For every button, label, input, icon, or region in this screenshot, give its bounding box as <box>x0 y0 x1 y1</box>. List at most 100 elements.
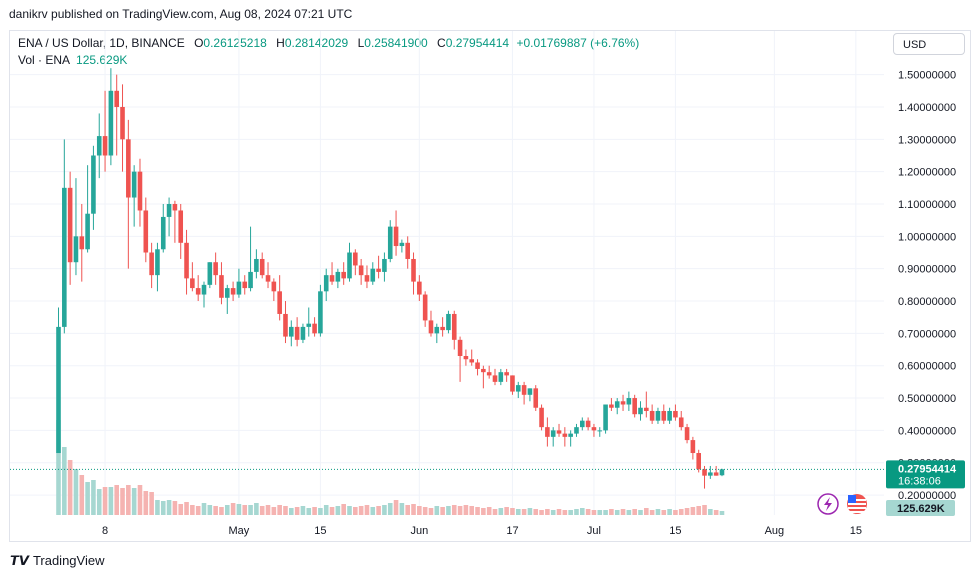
candle-body <box>580 420 585 428</box>
candle-body <box>667 410 672 421</box>
candle-body <box>387 226 393 259</box>
candle-body <box>638 407 643 415</box>
candle-body <box>609 404 614 408</box>
candle-body <box>702 469 707 476</box>
candle-body <box>673 410 678 418</box>
currency-button[interactable]: USD <box>893 33 965 55</box>
candle-body <box>527 388 533 395</box>
candle-body <box>562 433 568 437</box>
volume-bar <box>678 509 684 515</box>
candle-body <box>254 258 259 272</box>
volume-bar <box>283 506 288 515</box>
volume-bar <box>574 509 579 515</box>
time-axis: 8 May 15 Jun 17 Jul 15 Aug 15 <box>102 525 862 537</box>
volume-value: 125.629K <box>76 53 128 67</box>
tradingview-logo[interactable]: 𝙏𝙑 TradingView <box>10 553 104 569</box>
candle-body <box>143 210 149 253</box>
candle-body <box>149 252 154 276</box>
candle-body <box>393 226 399 247</box>
volume-bar <box>451 505 457 515</box>
volume-bar <box>114 485 119 515</box>
candle-body <box>382 258 387 272</box>
candle-body <box>178 210 184 243</box>
candle-body <box>684 427 690 441</box>
volume-bar <box>190 505 195 515</box>
volume-bar <box>603 510 608 515</box>
candle-body <box>294 326 300 340</box>
volume-bar <box>667 509 672 515</box>
volume-bar <box>428 508 434 515</box>
volume-bar <box>347 506 352 515</box>
price-tick-label: 0.20000000 <box>898 490 956 502</box>
volume-bar <box>510 508 515 515</box>
candle-body <box>318 291 323 334</box>
volume-bar <box>277 505 282 515</box>
volume-bar <box>661 510 667 515</box>
candle-body <box>248 271 253 289</box>
price-badge-countdown: 16:38:06 <box>898 475 941 487</box>
us-flag-icon <box>847 494 867 514</box>
candle-body <box>277 291 282 314</box>
volume-bar <box>469 506 475 515</box>
candle-body <box>440 326 445 331</box>
volume-bar <box>370 507 376 515</box>
candle-body <box>358 265 364 276</box>
candle-body <box>370 268 376 282</box>
candle-body <box>62 187 67 327</box>
candle-body <box>568 433 573 437</box>
volume-bar <box>684 508 690 515</box>
candle-body <box>626 398 632 405</box>
volume-bar <box>312 507 317 515</box>
candle-body <box>539 407 544 428</box>
volume-bar <box>498 508 504 515</box>
candle-body <box>137 171 143 211</box>
time-tick-label: May <box>229 525 250 537</box>
open-label: O <box>194 36 204 50</box>
volume-bar <box>609 509 614 515</box>
price-tick-label: 1.30000000 <box>898 134 956 146</box>
volume-bar <box>446 506 451 515</box>
low-label: L <box>357 36 365 50</box>
volume-bar <box>655 509 661 515</box>
price-axis: 1.50000000 1.40000000 1.30000000 1.20000000… <box>898 70 956 502</box>
volume-bar <box>207 505 213 515</box>
volume-bar <box>422 507 428 515</box>
close-value: 0.27954414 <box>445 36 510 50</box>
volume-bar <box>533 509 539 515</box>
volume-bar <box>515 509 521 515</box>
candle-body <box>515 385 521 392</box>
candle-body <box>481 368 486 373</box>
volume-bar <box>620 509 626 515</box>
candle-body <box>655 410 661 421</box>
candle-body <box>219 275 224 298</box>
candle-body <box>364 275 370 282</box>
candle-body <box>708 472 713 476</box>
candle-body <box>486 372 492 376</box>
volume-bar <box>259 506 265 515</box>
volume-bar <box>160 501 166 515</box>
volume-bar <box>632 509 637 515</box>
candle-body <box>160 216 166 250</box>
volume-bar <box>696 506 701 515</box>
low-value: 0.25841900 <box>364 36 428 50</box>
legend: ENA / US Dollar, 1D, BINANCE O0.26125218… <box>18 35 639 69</box>
candle-body <box>102 136 108 156</box>
published-line: danikrv published on TradingView.com, Au… <box>9 7 353 21</box>
volume-bar <box>591 510 597 515</box>
symbol-label[interactable]: ENA / US Dollar, 1D, BINANCE <box>18 36 185 50</box>
time-tick-label: 15 <box>850 525 862 537</box>
volume-bar <box>568 510 573 515</box>
candle-body <box>620 401 626 405</box>
volume-bar <box>417 506 422 515</box>
volume-bar <box>108 487 114 515</box>
close-label: C <box>437 36 446 50</box>
volume-label[interactable]: Vol · ENA <box>18 53 71 67</box>
high-value: 0.28142029 <box>284 36 349 50</box>
time-tick-label: 15 <box>314 525 326 537</box>
candle-body <box>451 313 457 340</box>
flag-canton <box>848 495 856 503</box>
candle-body <box>271 281 277 292</box>
candle-body <box>411 258 416 282</box>
candle-body <box>155 249 160 276</box>
